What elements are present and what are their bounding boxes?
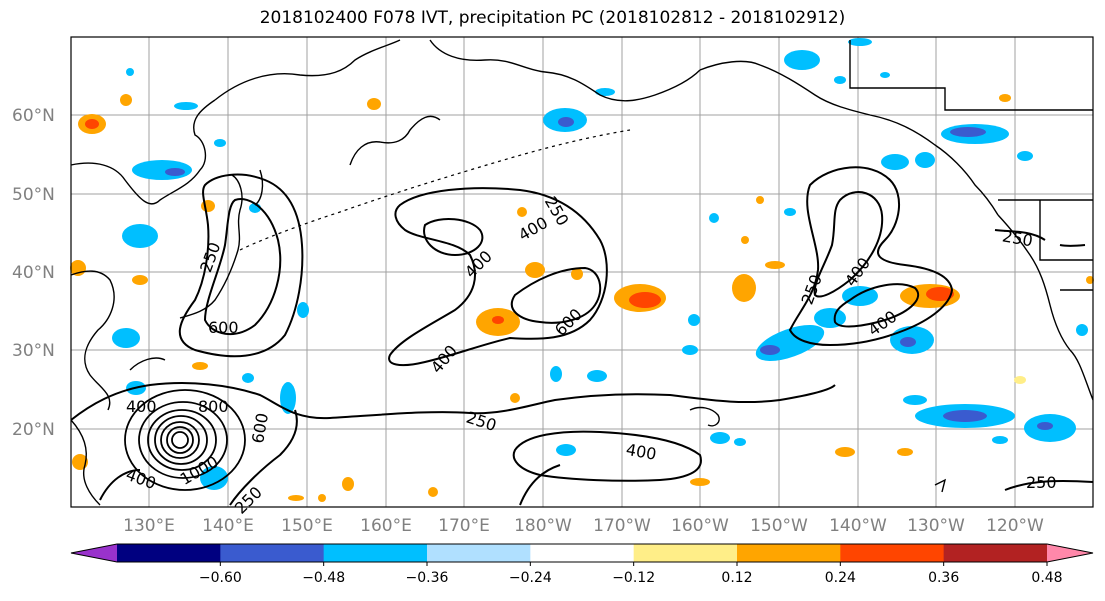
figure-title: 2018102400 F078 IVT, precipitation PC (2…: [259, 8, 846, 28]
lat-label-50n: 50°N: [12, 185, 55, 205]
colorbar-tick-label: −0.36: [406, 570, 449, 586]
map-border: [70, 36, 1094, 508]
lon-label-160w: 160°W: [671, 516, 729, 536]
lat-label-20n: 20°N: [12, 420, 55, 440]
colorbar-extend-min: [71, 544, 117, 562]
lon-label-150w: 150°W: [750, 516, 808, 536]
lon-label-120w: 120°W: [986, 516, 1044, 536]
lon-label-140w: 140°W: [829, 516, 887, 536]
colorbar-cell: [943, 544, 1048, 562]
ivt-label-800: 800: [198, 397, 229, 416]
colorbar-tick-label: −0.12: [612, 570, 655, 586]
lon-label-140e: 140°E: [202, 516, 254, 536]
coastlines: [70, 39, 1094, 506]
lon-label-160e: 160°E: [360, 516, 412, 536]
colorbar-cell: [633, 544, 738, 562]
colorbar-cell: [530, 544, 635, 562]
lat-label-30n: 30°N: [12, 341, 55, 361]
colorbar-tick-label: 0.24: [825, 570, 856, 586]
colorbar-cell: [840, 544, 945, 562]
cyclone-rings: [124, 389, 246, 491]
colorbar-extend-max: [1047, 544, 1093, 562]
colorbar-cell: [323, 544, 428, 562]
lon-label-130w: 130°W: [907, 516, 965, 536]
colorbar-tick-label: −0.24: [509, 570, 552, 586]
lon-label-170w: 170°W: [593, 516, 651, 536]
colorbar-outline: [70, 543, 1094, 563]
colorbar-tick-label: −0.60: [199, 570, 242, 586]
lon-label-130e: 130°E: [123, 516, 175, 536]
lon-label-150e: 150°E: [281, 516, 333, 536]
colorbar-tick-label: 0.48: [1031, 570, 1062, 586]
colorbar: −0.60 −0.48 −0.36 −0.24 −0.12 0.12 0.24 0.36 0.4…: [70, 543, 1094, 586]
map-panel: 250 600 400 800 1000 600 400 250 400 400…: [70, 36, 1094, 518]
ivt-label-600: 600: [208, 318, 239, 337]
precip-shading: [70, 38, 1094, 502]
colorbar-cell: [117, 544, 221, 562]
lon-label-170e: 170°E: [438, 516, 490, 536]
lon-labels: 130°E 140°E 150°E 160°E 170°E 180°W 170°…: [123, 516, 1044, 536]
colorbar-cell: [427, 544, 531, 562]
colorbar-cell: [737, 544, 841, 562]
colorbar-cell: [220, 544, 325, 562]
lat-label-40n: 40°N: [12, 263, 55, 283]
lat-labels: 60°N 50°N 40°N 30°N 20°N: [12, 106, 55, 440]
lon-label-180w: 180°W: [514, 516, 572, 536]
ivt-label-250-g: 250: [1026, 473, 1057, 492]
ivt-label-400: 400: [126, 397, 157, 416]
colorbar-tick-label: −0.48: [302, 570, 345, 586]
colorbar-tick-label: 0.36: [928, 570, 959, 586]
island-chain: [239, 129, 631, 251]
lat-label-60n: 60°N: [12, 106, 55, 126]
colorbar-tick-label: 0.12: [721, 570, 752, 586]
